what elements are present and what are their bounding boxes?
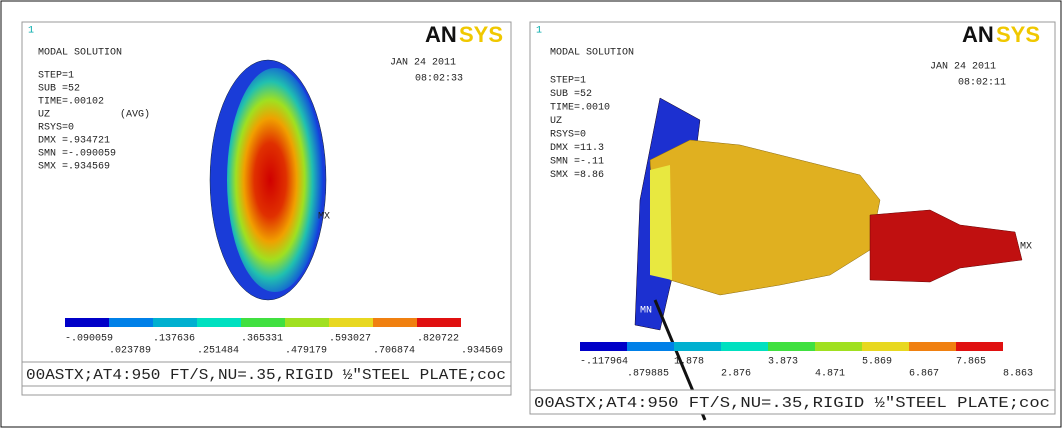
mesh-tail xyxy=(869,209,1023,283)
footer-frame xyxy=(21,361,512,387)
info-line: SUB =52 xyxy=(38,84,80,95)
info-line: TIME=.0010 xyxy=(550,103,610,114)
legend-label: 1.878 xyxy=(674,357,704,368)
clock: 08:02:11 xyxy=(958,78,1006,89)
legend-label: 6.867 xyxy=(909,369,939,380)
info-line: (AVG) xyxy=(120,109,150,121)
info-line: SMN =-.11 xyxy=(550,157,604,168)
legend-label: 4.871 xyxy=(815,369,845,380)
panel-number: 1 xyxy=(536,26,542,37)
panel-number: 1 xyxy=(28,26,34,37)
info-line: STEP=1 xyxy=(38,71,74,82)
info-line: SMX =.934569 xyxy=(38,162,110,173)
max-marker: MX xyxy=(318,212,330,223)
legend-label: 2.876 xyxy=(721,369,751,380)
info-line: RSYS=0 xyxy=(550,130,586,141)
legend-label: 7.865 xyxy=(956,357,986,368)
info-line: DMX =.934721 xyxy=(38,136,110,147)
legend-label: 8.863 xyxy=(1003,369,1033,380)
logo: SYS xyxy=(996,22,1040,47)
legend-label: .479179 xyxy=(285,346,327,357)
legend-label: .137636 xyxy=(153,334,195,345)
footer: 00ASTX;AT4:950 FT/S,NU=.35,RIGID ½"STEEL… xyxy=(26,367,506,384)
legend-label: 5.869 xyxy=(862,357,892,368)
footer: 00ASTX;AT4:950 FT/S,NU=.35,RIGID ½"STEEL… xyxy=(534,395,1050,412)
logo: SYS xyxy=(459,22,503,47)
info-line: SMN =-.090059 xyxy=(38,149,116,160)
info-line: SUB =52 xyxy=(550,89,592,100)
info-line: UZ xyxy=(38,110,50,121)
date: JAN 24 2011 xyxy=(930,62,996,73)
logo: AN xyxy=(962,22,994,47)
info-line: UZ xyxy=(550,116,562,127)
logo: AN xyxy=(425,22,457,47)
legend-label: 3.873 xyxy=(768,357,798,368)
clock: 08:02:33 xyxy=(415,74,463,85)
info-line: RSYS=0 xyxy=(38,123,74,134)
legend-label: -.090059 xyxy=(65,334,113,345)
footer-frame xyxy=(529,389,1056,415)
info-line: SMX =8.86 xyxy=(550,170,604,181)
legend-label: -.117964 xyxy=(580,357,628,368)
date: JAN 24 2011 xyxy=(390,58,456,69)
legend-bar xyxy=(65,318,461,327)
info-line: DMX =11.3 xyxy=(550,143,604,154)
heading: MODAL SOLUTION xyxy=(550,48,634,59)
legend-label: .365331 xyxy=(241,334,283,345)
legend-label: .879885 xyxy=(627,369,669,380)
legend-label: .023789 xyxy=(109,346,151,357)
mesh-deformed xyxy=(227,68,323,292)
legend-bar xyxy=(580,342,1003,351)
legend-label: .251484 xyxy=(197,346,239,357)
heading: MODAL SOLUTION xyxy=(38,48,122,59)
min-marker: MN xyxy=(640,306,652,317)
legend-label: .820722 xyxy=(417,334,459,345)
legend-label: .593027 xyxy=(329,334,371,345)
info-line: STEP=1 xyxy=(550,76,586,87)
legend-label: .706874 xyxy=(373,346,415,357)
legend-label: .934569 xyxy=(461,346,503,357)
mesh-ring xyxy=(650,165,672,280)
max-marker: MX xyxy=(1020,242,1032,253)
info-line: TIME=.00102 xyxy=(38,97,104,108)
